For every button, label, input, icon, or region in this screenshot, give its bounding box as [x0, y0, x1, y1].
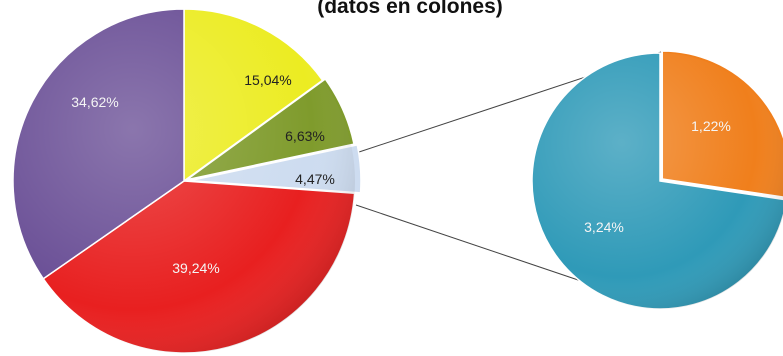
chart-title: (datos en colones)	[317, 0, 503, 18]
secondary-pie-labels: 1,22% 3,24%	[584, 118, 731, 235]
slice-label-purple: 34,62%	[71, 94, 118, 110]
slice-label-yellow: 15,04%	[244, 72, 291, 88]
slice-label-green: 6,63%	[285, 128, 325, 144]
slice-label-red: 39,24%	[172, 260, 219, 276]
secondary-pie	[531, 50, 783, 310]
slice-label-orange: 1,22%	[691, 118, 731, 134]
main-pie-labels: 15,04% 6,63% 4,47% 39,24% 34,62%	[71, 72, 335, 276]
slice-label-lightblue: 4,47%	[295, 171, 335, 187]
slice-label-teal: 3,24%	[584, 219, 624, 235]
